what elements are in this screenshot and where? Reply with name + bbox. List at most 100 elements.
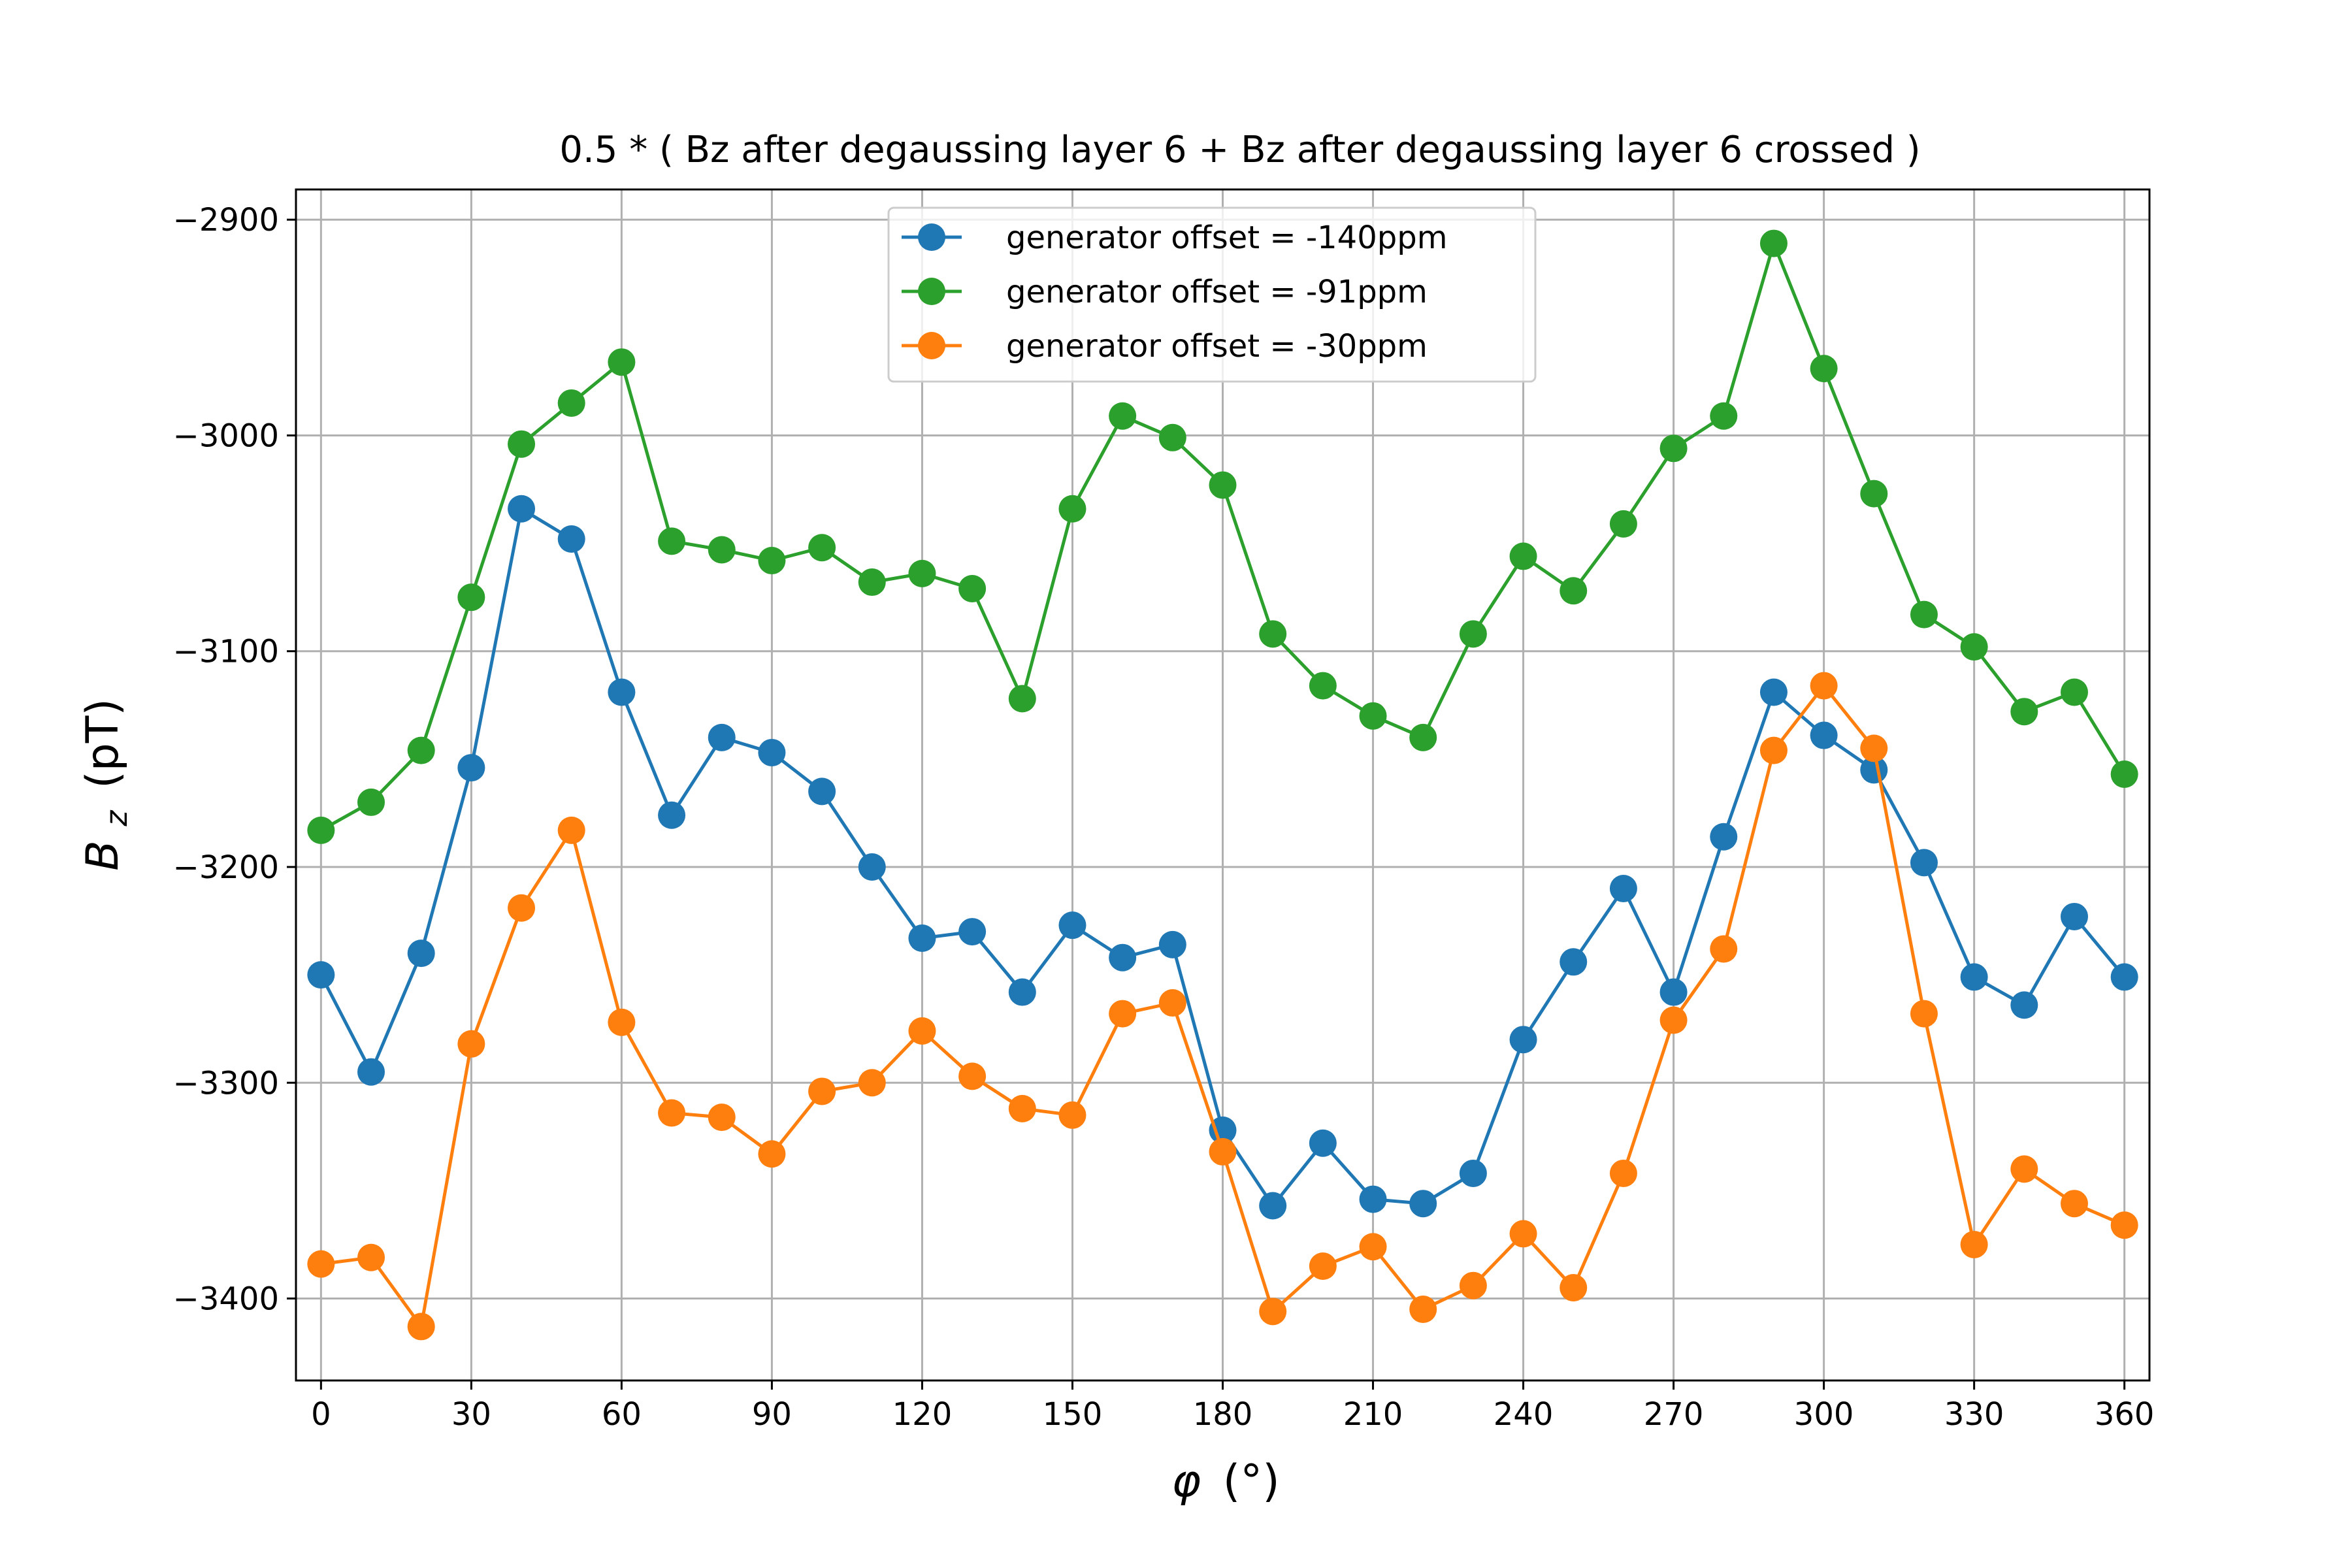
data-point [1309, 1252, 1337, 1280]
data-point [457, 583, 485, 612]
x-axis-unit: (°) [1223, 1456, 1280, 1507]
chart-title: 0.5 * ( Bz after degaussing layer 6 + Bz… [559, 129, 1920, 171]
data-point [457, 754, 485, 782]
data-point [1509, 1026, 1537, 1054]
data-point [1759, 678, 1788, 706]
data-point [1309, 672, 1337, 700]
data-point [808, 534, 836, 562]
axis-ticks: 0 30 60 90 120 150 180 210 240 270 300 330 360 −2900 −… [173, 202, 2155, 1433]
data-point [2110, 760, 2138, 788]
data-point [1609, 1159, 1637, 1187]
data-point [1409, 1190, 1437, 1218]
data-point [1259, 1192, 1287, 1220]
data-point [307, 961, 335, 989]
data-point [1158, 423, 1186, 451]
legend-label: generator offset = -91ppm [1006, 274, 1428, 310]
data-point [1158, 989, 1186, 1017]
data-point [1910, 600, 1938, 629]
x-axis-label: φ (°) [1171, 1456, 1280, 1507]
data-point [1309, 1129, 1337, 1157]
data-point [858, 853, 886, 881]
data-point [357, 788, 385, 816]
data-point [1259, 620, 1287, 648]
data-point [1359, 1233, 1387, 1261]
x-tick-label: 240 [1494, 1396, 1554, 1433]
data-point [1810, 355, 1838, 383]
data-point [1209, 471, 1237, 499]
data-point [508, 430, 536, 458]
series-1 [307, 229, 2138, 844]
data-point [1259, 1298, 1287, 1326]
data-point [908, 1017, 936, 1045]
data-point [1759, 736, 1788, 764]
data-point [1910, 849, 1938, 877]
x-tick-label: 180 [1193, 1396, 1253, 1433]
legend-marker [918, 332, 945, 359]
data-point [858, 568, 886, 596]
data-point [2060, 678, 2088, 706]
x-tick-label: 60 [602, 1396, 642, 1433]
data-point [1109, 943, 1137, 972]
data-point [708, 536, 736, 564]
data-point [658, 527, 686, 555]
x-tick-label: 210 [1343, 1396, 1403, 1433]
data-point [1910, 1000, 1938, 1028]
data-point [1609, 875, 1637, 903]
legend-entry: generator offset = -30ppm [902, 328, 1428, 365]
series-layer [307, 229, 2138, 1341]
x-tick-label: 0 [311, 1396, 331, 1433]
x-tick-label: 90 [752, 1396, 792, 1433]
data-point [1960, 1230, 1988, 1258]
data-point [958, 918, 987, 946]
data-point [758, 547, 786, 575]
data-point [608, 678, 636, 706]
data-point [1860, 734, 1888, 762]
data-point [557, 525, 585, 553]
data-point [758, 738, 786, 766]
data-point [2110, 963, 2138, 991]
data-point [1560, 948, 1588, 976]
data-point [1960, 963, 1988, 991]
data-point [1710, 823, 1738, 851]
y-axis-label: B z (pT) [77, 698, 138, 871]
data-point [508, 495, 536, 523]
data-point [758, 1140, 786, 1168]
data-point [1359, 1185, 1387, 1213]
data-point [1209, 1116, 1237, 1144]
data-point [908, 924, 936, 952]
data-point [357, 1058, 385, 1086]
y-tick-label: −2900 [173, 202, 279, 238]
data-point [808, 777, 836, 806]
data-point [608, 1008, 636, 1036]
data-point [1560, 1273, 1588, 1301]
data-point [1008, 685, 1036, 713]
legend: generator offset = -140ppm generator offs… [887, 206, 1537, 383]
y-tick-label: −3200 [173, 849, 279, 886]
data-point [1509, 1220, 1537, 1248]
data-point [407, 939, 435, 968]
y-tick-label: −3300 [173, 1065, 279, 1102]
data-point [307, 1250, 335, 1278]
data-point [508, 894, 536, 922]
data-point [2110, 1211, 2138, 1239]
data-point [2010, 698, 2038, 726]
x-tick-label: 30 [451, 1396, 491, 1433]
data-point [1609, 510, 1637, 538]
data-point [1109, 1000, 1137, 1028]
legend-label: generator offset = -30ppm [1006, 328, 1428, 365]
x-tick-label: 300 [1794, 1396, 1854, 1433]
data-point [2060, 1190, 2088, 1218]
data-point [1960, 633, 1988, 661]
x-tick-label: 120 [892, 1396, 953, 1433]
data-point [1810, 721, 1838, 749]
data-point [1459, 1271, 1487, 1299]
data-point [2010, 1155, 2038, 1183]
data-point [1860, 480, 1888, 508]
data-point [1509, 542, 1537, 570]
data-point [958, 1062, 987, 1090]
y-axis-symbol: B [77, 840, 129, 871]
data-point [407, 1313, 435, 1341]
data-point [1058, 495, 1086, 523]
data-point [708, 1103, 736, 1132]
